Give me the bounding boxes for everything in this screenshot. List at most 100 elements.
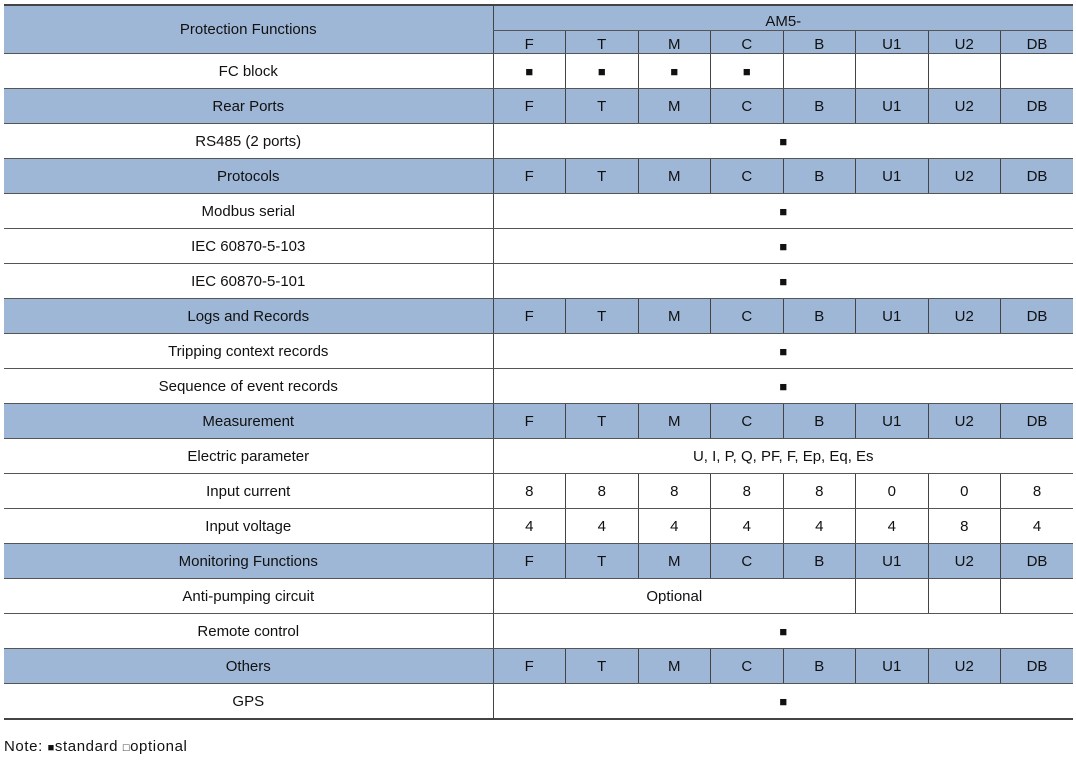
row-label: Anti-pumping circuit (4, 578, 493, 614)
column-header-m: M (637, 158, 711, 194)
column-header-b: B (782, 403, 856, 439)
column-header-f: F (492, 88, 566, 124)
table-row: IEC 60870-5-101 ■ (4, 263, 1073, 299)
optional-square-icon: □ (122, 742, 131, 754)
section-header-row: Others F T M C B U1 U2 DB (4, 648, 1073, 684)
column-header-f: F (492, 648, 566, 684)
feature-table: Protection Functions AM5- F T M C B U1 U2 DB FC… (4, 4, 1073, 720)
column-header-u2: U2 (927, 403, 1001, 439)
cell-all-models: ■ (492, 333, 1073, 369)
cell-c: 8 (710, 473, 783, 509)
section-title: Logs and Records (4, 298, 493, 334)
note-standard: standard (54, 738, 119, 755)
column-header-t: T (565, 158, 638, 194)
cell-u1 (855, 53, 928, 89)
table-row: Anti-pumping circuit Optional (4, 578, 1073, 614)
cell-u1 (855, 578, 928, 614)
column-header-db: DB (1000, 543, 1073, 579)
table-row: Modbus serial ■ (4, 193, 1073, 229)
cell-m: 4 (637, 508, 711, 544)
row-label: RS485 (2 ports) (4, 123, 493, 159)
column-header-u1: U1 (855, 298, 928, 334)
section-header-row: Rear Ports F T M C B U1 U2 DB (4, 88, 1073, 124)
column-header-m: M (637, 30, 711, 54)
column-header-t: T (565, 543, 638, 579)
column-header-t: T (565, 30, 638, 54)
cell-b (782, 53, 856, 89)
section-header-row: Monitoring Functions F T M C B U1 U2 DB (4, 543, 1073, 579)
section-title: Rear Ports (4, 88, 493, 124)
table-row: RS485 (2 ports) ■ (4, 123, 1073, 159)
cell-all-models: ■ (492, 368, 1073, 404)
cell-u2 (927, 578, 1001, 614)
column-header-t: T (565, 403, 638, 439)
cell-f: 4 (492, 508, 566, 544)
column-header-u1: U1 (855, 30, 928, 54)
column-header-b: B (782, 88, 856, 124)
column-header-u2: U2 (927, 298, 1001, 334)
table-row: Tripping context records ■ (4, 333, 1073, 369)
cell-f-to-b: Optional (492, 578, 856, 614)
column-header-u2: U2 (927, 158, 1001, 194)
row-label: Tripping context records (4, 333, 493, 369)
column-header-db: DB (1000, 158, 1073, 194)
column-header-b: B (782, 158, 856, 194)
column-header-m: M (637, 298, 711, 334)
column-header-b: B (782, 648, 856, 684)
row-label: IEC 60870-5-103 (4, 228, 493, 264)
cell-u1: 4 (855, 508, 928, 544)
cell-all-models: U, I, P, Q, PF, F, Ep, Eq, Es (492, 438, 1073, 474)
table-row: Sequence of event records ■ (4, 368, 1073, 404)
column-header-u1: U1 (855, 403, 928, 439)
section-title: Monitoring Functions (4, 543, 493, 579)
cell-all-models: ■ (492, 228, 1073, 264)
cell-db: 4 (1000, 508, 1073, 544)
column-header-f: F (492, 30, 566, 54)
cell-m: 8 (637, 473, 711, 509)
column-header-db: DB (1000, 88, 1073, 124)
column-header-u2: U2 (927, 88, 1001, 124)
cell-all-models: ■ (492, 193, 1073, 229)
cell-t: ■ (565, 53, 638, 89)
table-row: IEC 60870-5-103 ■ (4, 228, 1073, 264)
column-header-m: M (637, 543, 711, 579)
header-title: Protection Functions (4, 4, 493, 54)
row-label: Sequence of event records (4, 368, 493, 404)
cell-db (1000, 578, 1073, 614)
table-row: Remote control ■ (4, 613, 1073, 649)
table-row: Electric parameter U, I, P, Q, PF, F, Ep,… (4, 438, 1073, 474)
cell-f: 8 (492, 473, 566, 509)
column-header-m: M (637, 403, 711, 439)
note-optional: optional (130, 738, 188, 755)
column-header-c: C (710, 543, 783, 579)
section-title: Protocols (4, 158, 493, 194)
cell-c: ■ (710, 53, 783, 89)
note-label: Note: (4, 738, 43, 755)
cell-m: ■ (637, 53, 711, 89)
table-row: FC block ■ ■ ■ ■ (4, 53, 1073, 89)
column-header-b: B (782, 30, 856, 54)
column-header-t: T (565, 648, 638, 684)
row-label: Input voltage (4, 508, 493, 544)
column-header-f: F (492, 158, 566, 194)
column-header-t: T (565, 298, 638, 334)
column-header-t: T (565, 88, 638, 124)
column-header-c: C (710, 158, 783, 194)
cell-t: 4 (565, 508, 638, 544)
column-header-u1: U1 (855, 648, 928, 684)
cell-db (1000, 53, 1073, 89)
column-header-c: C (710, 298, 783, 334)
table-header-row: Protection Functions AM5- (4, 4, 1073, 54)
cell-all-models: ■ (492, 263, 1073, 299)
column-header-row: F T M C B U1 U2 DB (4, 30, 1073, 54)
column-header-b: B (782, 543, 856, 579)
cell-all-models: ■ (492, 613, 1073, 649)
cell-f: ■ (492, 53, 566, 89)
section-header-row: Protocols F T M C B U1 U2 DB (4, 158, 1073, 194)
column-header-c: C (710, 30, 783, 54)
column-header-db: DB (1000, 298, 1073, 334)
column-header-db: DB (1000, 648, 1073, 684)
table-row: Input current 8 8 8 8 8 0 0 8 (4, 473, 1073, 509)
standard-square-icon: ■ (47, 742, 55, 754)
cell-u2: 0 (927, 473, 1001, 509)
